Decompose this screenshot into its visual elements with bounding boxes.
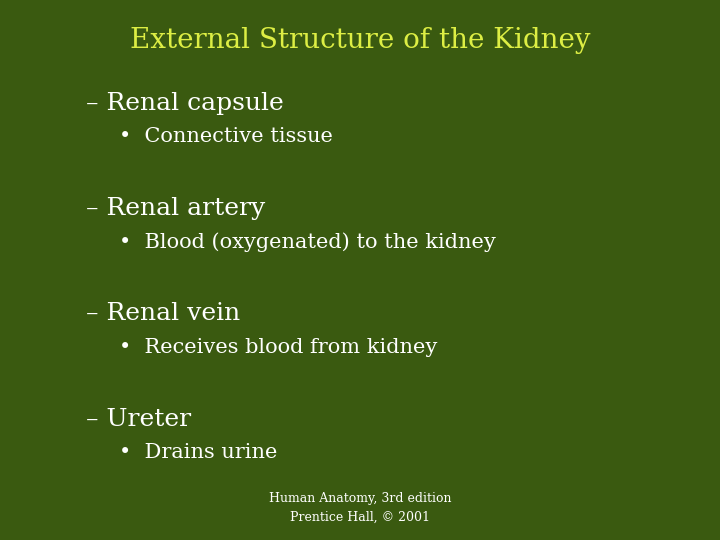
Text: – Renal capsule: – Renal capsule bbox=[86, 92, 284, 115]
Text: – Renal artery: – Renal artery bbox=[86, 197, 266, 220]
Text: •  Blood (oxygenated) to the kidney: • Blood (oxygenated) to the kidney bbox=[119, 232, 495, 252]
Text: Human Anatomy, 3rd edition
Prentice Hall, © 2001: Human Anatomy, 3rd edition Prentice Hall… bbox=[269, 492, 451, 524]
Text: •  Receives blood from kidney: • Receives blood from kidney bbox=[119, 338, 437, 356]
Text: – Renal vein: – Renal vein bbox=[86, 302, 240, 326]
Text: •  Drains urine: • Drains urine bbox=[119, 443, 277, 462]
Text: External Structure of the Kidney: External Structure of the Kidney bbox=[130, 27, 590, 54]
Text: – Ureter: – Ureter bbox=[86, 408, 192, 431]
Text: •  Connective tissue: • Connective tissue bbox=[119, 127, 333, 146]
